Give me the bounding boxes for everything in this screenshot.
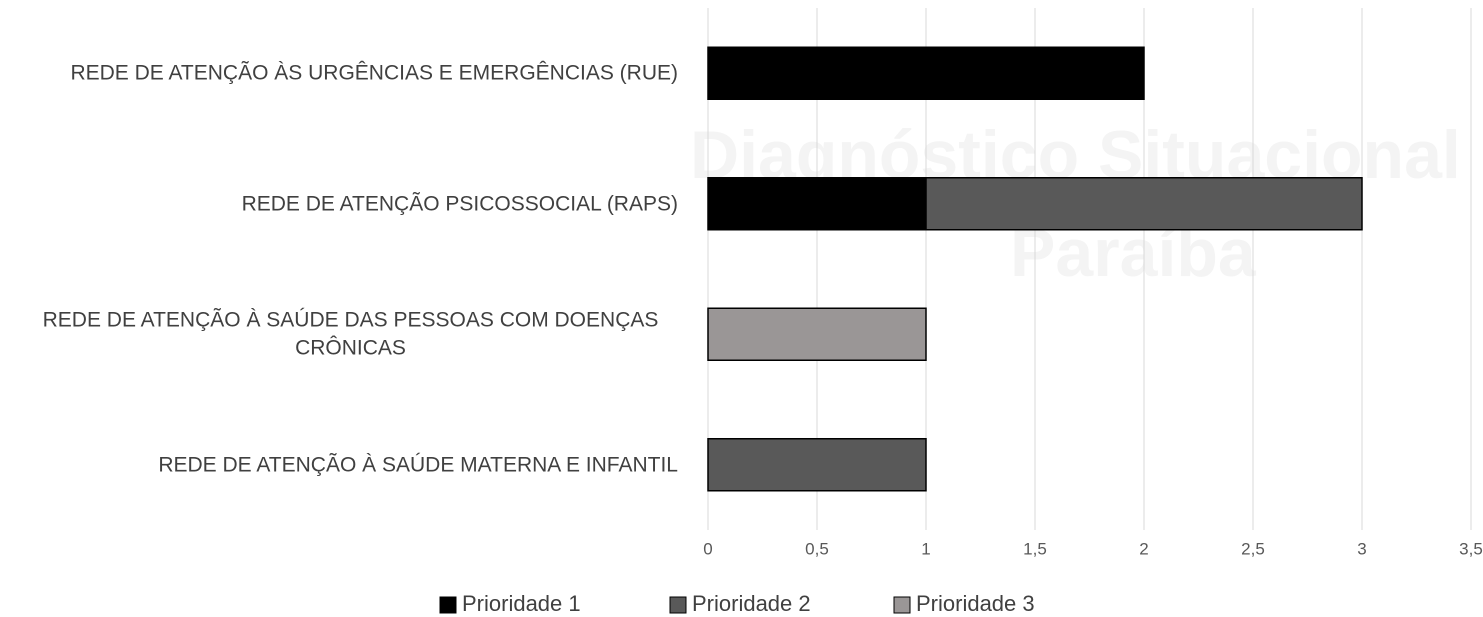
x-tick-label: 2,5 — [1241, 539, 1265, 558]
category-label-box: REDE DE ATENÇÃO PSICOSSOCIAL (RAPS) — [0, 190, 678, 217]
legend-swatch — [893, 596, 911, 614]
category-label-box: REDE DE ATENÇÃO À SAÚDE DAS PESSOAS COM … — [0, 307, 678, 362]
x-tick-label: 0 — [703, 539, 712, 558]
legend-label: Prioridade 3 — [916, 591, 1035, 616]
bar-segment — [707, 307, 927, 361]
bar-segment — [707, 46, 1145, 100]
y-tick-label: REDE DE ATENÇÃO À SAÚDE DAS PESSOAS COM … — [42, 308, 659, 360]
legend-swatch — [669, 596, 687, 614]
legend-label: Prioridade 2 — [692, 591, 811, 616]
y-tick-label: REDE DE ATENÇÃO PSICOSSOCIAL (RAPS) — [241, 192, 678, 216]
x-tick-label: 2 — [1139, 539, 1148, 558]
y-tick-label: REDE DE ATENÇÃO ÀS URGÊNCIAS E EMERGÊNCI… — [70, 61, 678, 85]
x-tick-label: 1 — [921, 539, 930, 558]
category-label-box: REDE DE ATENÇÃO ÀS URGÊNCIAS E EMERGÊNCI… — [0, 60, 678, 87]
x-tick-label: 3 — [1357, 539, 1366, 558]
bar-segment — [707, 177, 927, 231]
y-tick-label: REDE DE ATENÇÃO À SAÚDE MATERNA E INFANT… — [158, 453, 678, 477]
legend-swatch — [439, 596, 457, 614]
x-tick-label: 3,5 — [1459, 539, 1483, 558]
x-tick-label: 0,5 — [805, 539, 829, 558]
category-label-box: REDE DE ATENÇÃO À SAÚDE MATERNA E INFANT… — [0, 451, 678, 478]
legend-label: Prioridade 1 — [462, 591, 581, 616]
bar-segment — [925, 177, 1363, 231]
x-tick-label: 1,5 — [1023, 539, 1047, 558]
bar-segment — [707, 438, 927, 492]
